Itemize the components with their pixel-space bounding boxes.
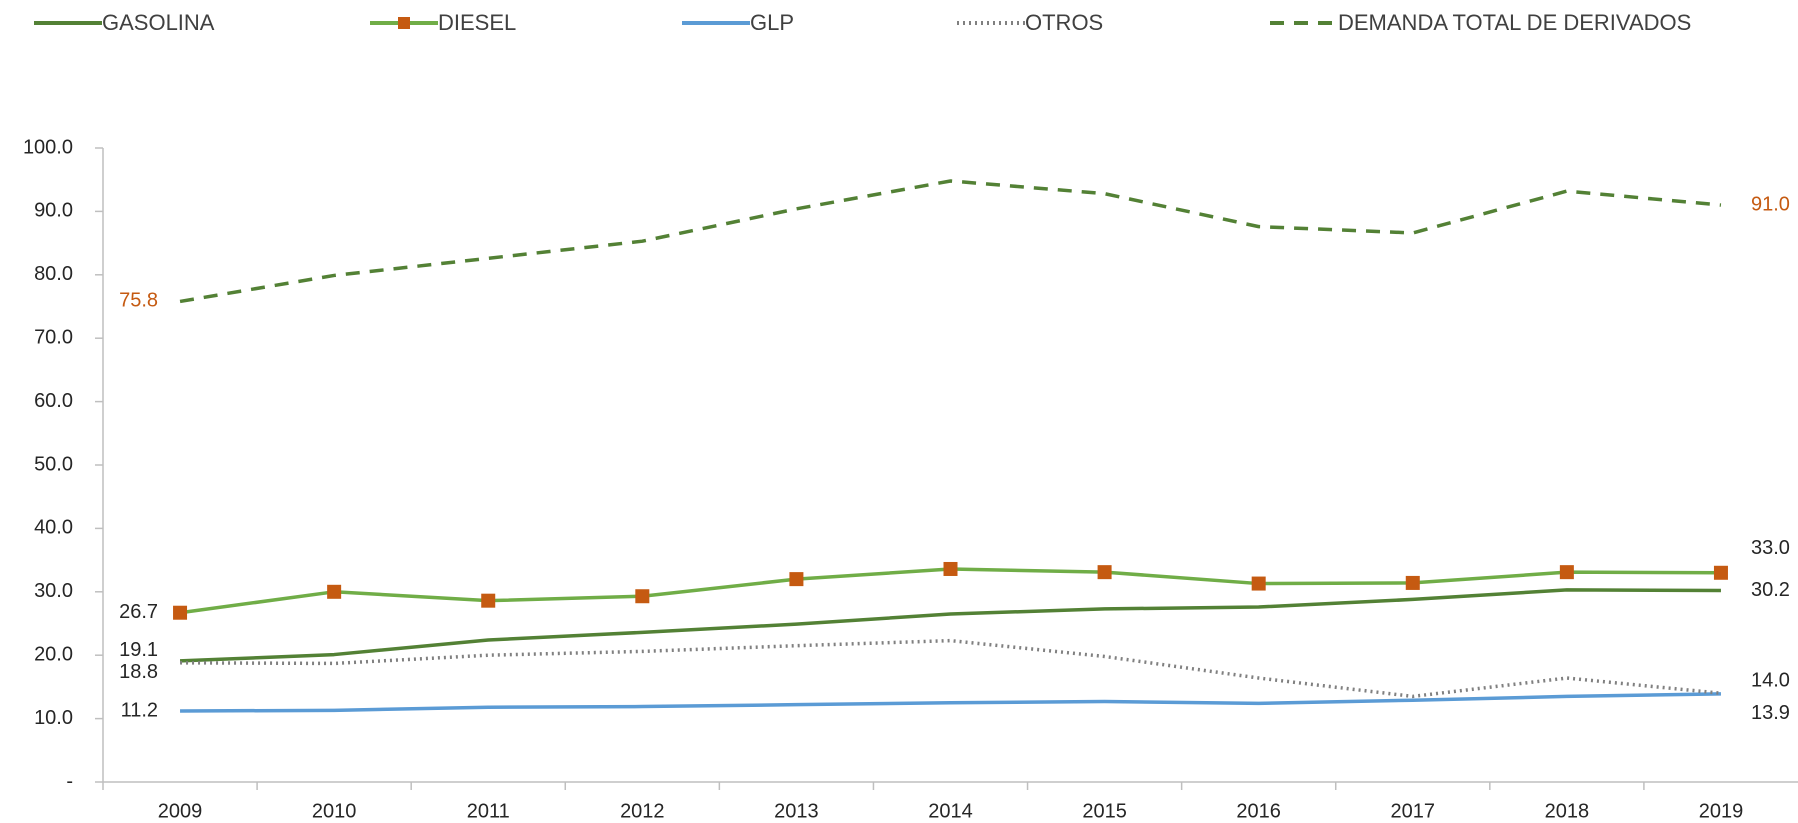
marker: [1559, 565, 1574, 580]
y-tick-label: 20.0: [34, 643, 73, 665]
x-tick-label: 2019: [1699, 800, 1744, 822]
y-tick-label: 10.0: [34, 707, 73, 729]
marker: [789, 572, 804, 587]
x-tick-label: 2018: [1545, 800, 1590, 822]
marker: [1713, 565, 1728, 580]
y-tick-label: 80.0: [34, 263, 73, 285]
series-line: [179, 588, 1721, 663]
data-label: 13.9: [1751, 702, 1790, 724]
y-tick-label: 60.0: [34, 390, 73, 412]
y-tick-label: 90.0: [34, 200, 73, 222]
marker: [481, 593, 496, 608]
data-label: 26.7: [119, 601, 158, 623]
y-tick-label: 30.0: [34, 580, 73, 602]
marker: [635, 589, 650, 604]
x-tick-label: 2015: [1082, 800, 1127, 822]
x-tick-label: 2009: [158, 800, 203, 822]
y-tick-label: 100.0: [23, 136, 73, 158]
x-tick-label: 2011: [467, 800, 510, 822]
data-label: 75.8: [119, 290, 158, 312]
data-label: 19.1: [119, 639, 158, 661]
y-tick-label: 40.0: [34, 517, 73, 539]
data-label: 91.0: [1751, 193, 1790, 215]
series-line: [180, 692, 1721, 713]
marker: [173, 605, 188, 620]
marker: [1405, 575, 1420, 590]
x-tick-label: 2017: [1391, 800, 1436, 822]
x-tick-label: 2010: [312, 800, 357, 822]
x-tick-label: 2014: [928, 800, 973, 822]
legend-label: GLP: [750, 10, 794, 35]
data-label: 11.2: [121, 699, 158, 721]
legend-label: OTROS: [1025, 10, 1103, 35]
marker: [1251, 576, 1266, 591]
data-label: 14.0: [1751, 670, 1790, 692]
data-label: 18.8: [119, 661, 158, 683]
data-label: 30.2: [1751, 579, 1790, 601]
series-line: [179, 179, 1722, 304]
legend-label: GASOLINA: [102, 10, 215, 35]
marker: [327, 584, 342, 599]
data-label: 33.0: [1751, 537, 1790, 559]
x-tick-label: 2016: [1236, 800, 1281, 822]
x-tick-label: 2012: [620, 800, 665, 822]
legend-label: DEMANDA TOTAL DE DERIVADOS: [1338, 10, 1691, 35]
legend: GASOLINA DIESEL GLP OTROS DEMANDA TOTAL DE D…: [34, 10, 1691, 35]
y-tick-label: -: [66, 770, 73, 792]
legend-marker: [398, 17, 410, 29]
marker: [943, 561, 958, 576]
marker: [1097, 565, 1112, 580]
y-tick-label: 50.0: [34, 453, 73, 475]
legend-label: DIESEL: [438, 10, 516, 35]
x-tick-label: 2013: [774, 800, 819, 822]
y-tick-label: 70.0: [34, 326, 73, 348]
